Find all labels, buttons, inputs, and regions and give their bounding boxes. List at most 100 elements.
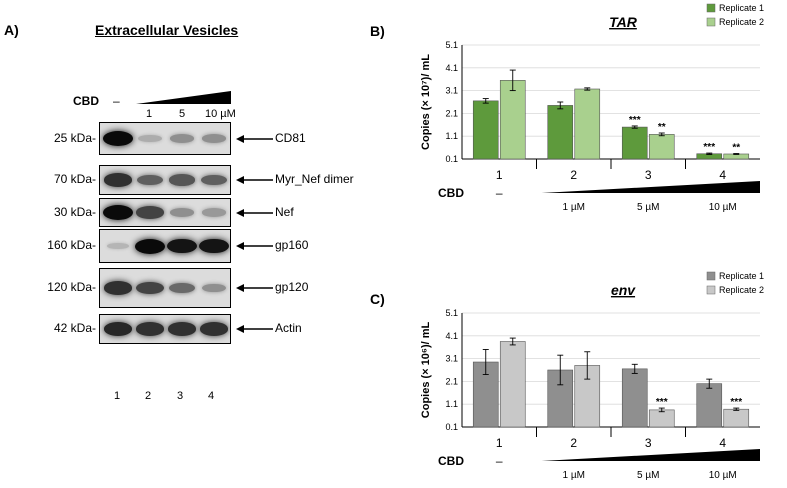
blot-band <box>136 174 164 186</box>
lane-label: 3 <box>177 390 184 402</box>
blot-band <box>103 205 133 220</box>
dose-label-a-2: 5 <box>179 108 186 120</box>
bar <box>499 80 526 160</box>
legend-label: Replicate 1 <box>719 3 764 13</box>
blot-band <box>136 281 164 295</box>
bar <box>621 368 648 428</box>
arrow-left-icon <box>236 176 273 184</box>
lane-label: 2 <box>145 390 152 402</box>
significance-marker: *** <box>629 115 641 126</box>
panel-label: C) <box>370 291 385 307</box>
blot-cd81 <box>99 122 231 155</box>
bar <box>547 105 574 160</box>
blot-band <box>201 283 227 293</box>
blot-band <box>199 322 229 336</box>
y-tick-label: 2.1 <box>445 376 458 386</box>
kda-marker: 70 kDa- <box>53 172 96 186</box>
kda-marker: 160 kDa- <box>47 238 96 252</box>
x-tick-label: 3 <box>645 168 652 182</box>
blot-band <box>103 131 133 146</box>
blot-band <box>202 208 226 217</box>
panel-a-label: A) <box>4 22 19 38</box>
blot-band <box>167 238 197 254</box>
legend-label: Replicate 1 <box>719 271 764 281</box>
lane-label: 4 <box>208 390 215 402</box>
kda-marker: 42 kDa- <box>53 321 96 335</box>
blot-band <box>135 322 165 336</box>
dose-label-a-1: 1 <box>146 108 153 120</box>
protein-label: gp120 <box>275 280 309 294</box>
significance-marker: *** <box>656 397 668 408</box>
blot-band <box>201 134 227 143</box>
arrow-left-icon <box>236 284 273 292</box>
arrow-left-icon <box>236 134 273 143</box>
y-tick-label: 0.1 <box>445 422 458 432</box>
blot-band <box>199 238 229 254</box>
x-tick-label: 1 <box>496 436 503 450</box>
y-tick-label: 3.1 <box>445 354 458 364</box>
blot-actin <box>99 314 231 344</box>
y-axis-label: Copies (× 10⁷)/ mL <box>420 54 432 150</box>
chart-title: TAR <box>609 14 638 30</box>
dose-label: 1 µM <box>563 470 585 481</box>
chart-title: env <box>611 282 636 298</box>
cbd-dash: – <box>496 186 503 200</box>
blot-myr-nef-dimer <box>99 165 231 195</box>
cbd-label-a: CBD <box>73 94 99 108</box>
dose-label-a-3: 10 µM <box>205 108 236 120</box>
blot-band <box>136 206 164 219</box>
bar <box>648 409 675 428</box>
y-tick-label: 4.1 <box>445 63 458 73</box>
legend-swatch <box>706 3 716 13</box>
x-tick-label: 4 <box>719 436 726 450</box>
blot-band <box>103 281 133 295</box>
dose-label: 5 µM <box>637 470 659 481</box>
y-tick-label: 5.1 <box>445 308 458 318</box>
blot-band <box>106 242 130 250</box>
bar <box>499 341 526 428</box>
x-tick-label: 2 <box>570 168 577 182</box>
arrow-left-icon <box>236 208 273 217</box>
bar <box>472 100 499 160</box>
protein-label: Actin <box>275 321 302 335</box>
blot-band <box>167 322 197 336</box>
bar <box>723 408 750 428</box>
blot-band <box>168 174 196 186</box>
x-tick-label: 1 <box>496 168 503 182</box>
kda-marker: 25 kDa- <box>53 130 96 145</box>
chart-tar: B) TAR Replicate 1 Replicate 2 0.1 1.1 2.1 3.1 4… <box>370 3 764 213</box>
significance-marker: ** <box>658 122 666 133</box>
panel-label: B) <box>370 23 385 39</box>
lane-label: 1 <box>114 390 121 402</box>
legend-swatch <box>706 271 716 281</box>
blot-band <box>103 322 133 336</box>
dose-label: 1 µM <box>563 202 585 213</box>
legend-label: Replicate 2 <box>719 17 764 27</box>
blot-band <box>169 134 195 143</box>
blot-band <box>135 238 165 254</box>
arrow-left-icon <box>236 325 273 333</box>
kda-marker: 30 kDa- <box>53 204 96 219</box>
y-tick-label: 1.1 <box>445 131 458 141</box>
blot-band <box>169 208 195 217</box>
cbd-gradient-wedge <box>541 181 760 193</box>
kda-marker: 120 kDa- <box>47 280 96 294</box>
blot-nef <box>99 198 231 227</box>
y-tick-label: 1.1 <box>445 399 458 409</box>
blot-gp160 <box>99 229 231 263</box>
y-tick-label: 3.1 <box>445 86 458 96</box>
cbd-gradient-wedge-a <box>136 91 231 104</box>
protein-label: gp160 <box>275 238 309 252</box>
x-tick-label: 3 <box>645 436 652 450</box>
y-tick-label: 4.1 <box>445 331 458 341</box>
y-tick-label: 5.1 <box>445 40 458 50</box>
protein-label: Myr_Nef dimer <box>275 172 354 186</box>
significance-marker: ** <box>732 143 740 154</box>
significance-marker: *** <box>703 142 715 153</box>
bar <box>696 383 723 428</box>
blot-gp120 <box>99 268 231 308</box>
dose-label: 5 µM <box>637 202 659 213</box>
y-tick-label: 0.1 <box>445 154 458 164</box>
bar <box>574 88 601 160</box>
protein-label: Nef <box>275 204 294 219</box>
